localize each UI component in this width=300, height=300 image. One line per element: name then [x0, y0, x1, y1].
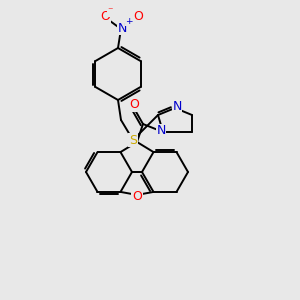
Text: O: O — [100, 11, 110, 23]
Text: S: S — [129, 134, 137, 146]
Text: N: N — [156, 124, 166, 137]
Text: O: O — [129, 98, 139, 112]
Text: O: O — [133, 11, 143, 23]
Text: N: N — [172, 100, 182, 113]
Text: O: O — [132, 190, 142, 203]
Text: N: N — [117, 22, 127, 34]
Text: +: + — [125, 16, 133, 26]
Text: ⁻: ⁻ — [107, 6, 113, 16]
